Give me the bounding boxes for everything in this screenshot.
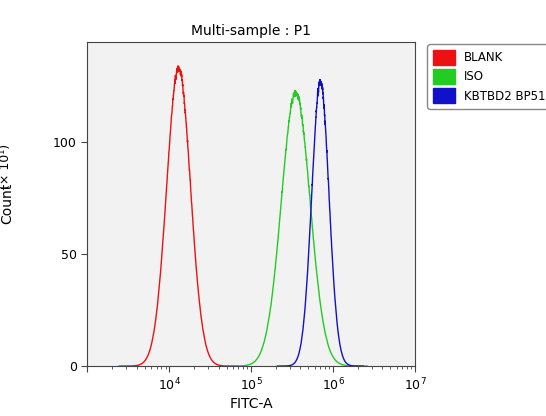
Legend: BLANK, ISO, KBTBD2 BP512: BLANK, ISO, KBTBD2 BP512 [428,44,546,109]
Title: Multi-sample : P1: Multi-sample : P1 [191,24,311,38]
X-axis label: FITC-A: FITC-A [229,397,273,411]
Text: (× 10¹): (× 10¹) [0,144,12,189]
Y-axis label: Count: Count [0,183,14,225]
